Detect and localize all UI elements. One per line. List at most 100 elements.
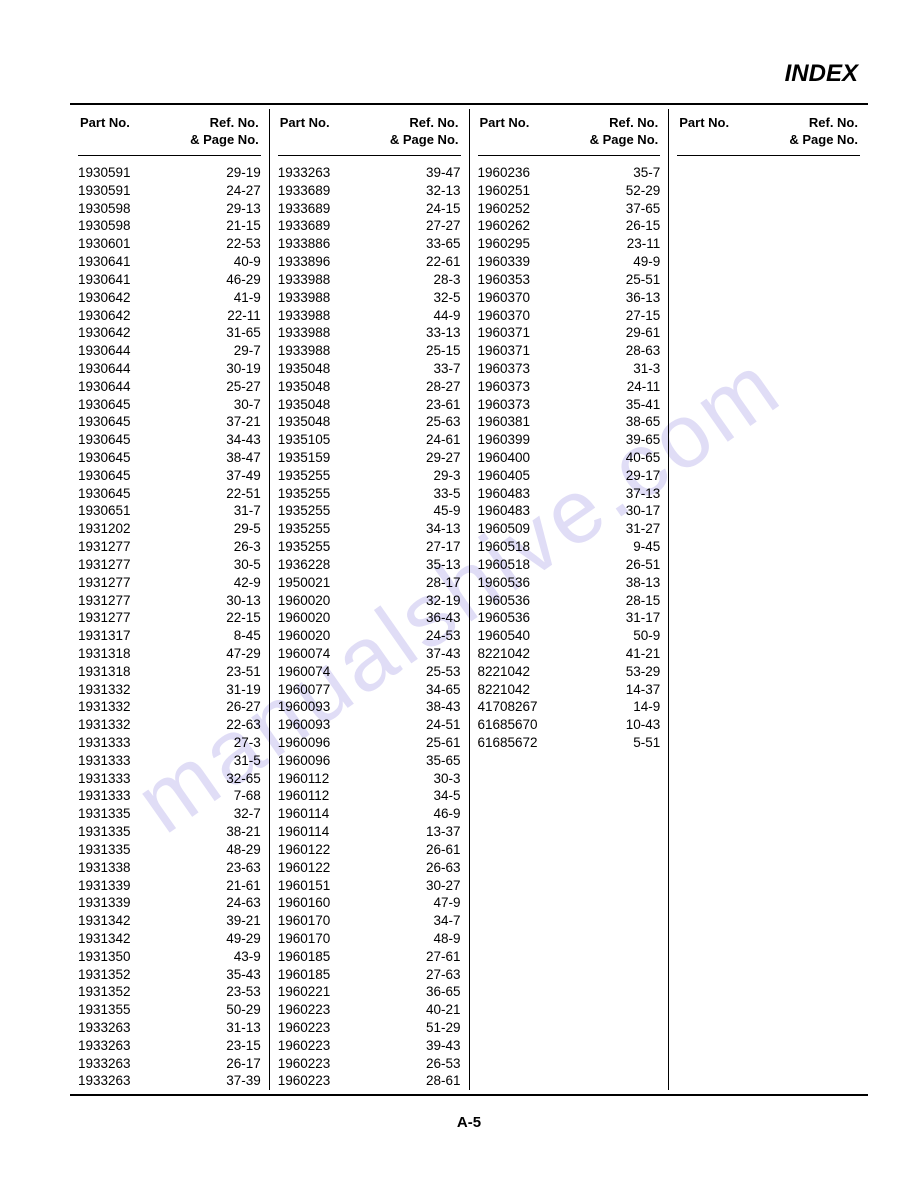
part-number: 1960295 (478, 235, 531, 253)
table-row: 616856725-51 (478, 734, 661, 752)
table-row: 193368924-15 (278, 200, 461, 218)
part-number: 1930642 (78, 324, 131, 342)
table-row: 1960536 38-13 (478, 574, 661, 592)
table-row: 196011234-5 (278, 787, 461, 805)
table-row: 19313178-45 (78, 627, 261, 645)
table-row: 196023635-7 (478, 164, 661, 182)
ref-page: 46-9 (433, 805, 460, 823)
table-row: 196051826-51 (478, 556, 661, 574)
ref-page: 27-63 (426, 966, 461, 984)
table-row: 196025237-65 (478, 200, 661, 218)
part-number: 1960536 (478, 574, 531, 592)
ref-page: 5-51 (633, 734, 660, 752)
part-number: 1935048 (278, 360, 331, 378)
table-row: 1960373 24-11 (478, 378, 661, 396)
header-part: Part No. (679, 115, 729, 130)
table-row: 196040529-17 (478, 467, 661, 485)
ref-page: 29-7 (234, 342, 261, 360)
ref-page: 31-19 (226, 681, 261, 699)
table-row: 196018527-61 (278, 948, 461, 966)
header-part: Part No. (80, 115, 130, 130)
ref-page: 24-11 (627, 378, 661, 396)
table-row: 193127742-9 (78, 574, 261, 592)
table-row: 196007437-43 (278, 645, 461, 663)
part-number: 1931339 (78, 894, 131, 912)
part-number: 1933988 (278, 289, 331, 307)
part-number: 1931333 (78, 787, 131, 805)
table-row: 196053631-17 (478, 609, 661, 627)
ref-page: 30-5 (234, 556, 261, 574)
part-number: 1960518 (478, 556, 531, 574)
ref-page: 22-15 (226, 609, 261, 627)
table-row: 196037128-63 (478, 342, 661, 360)
table-row: 193064140-9 (78, 253, 261, 271)
part-number: 1960536 (478, 609, 531, 627)
ref-page: 34-43 (226, 431, 261, 449)
part-number: 1933263 (78, 1072, 131, 1090)
part-number: 1960536 (478, 592, 531, 610)
part-number: 1960223 (278, 1072, 331, 1090)
ref-page: 31-13 (226, 1019, 261, 1037)
part-number: 1960160 (278, 894, 331, 912)
ref-page: 37-13 (626, 485, 661, 503)
part-number: 1960540 (478, 627, 531, 645)
part-number: 1931277 (78, 609, 131, 627)
table-row: 193064429-7 (78, 342, 261, 360)
header-ref: Ref. No. (210, 115, 259, 130)
table-row: 196037129-61 (478, 324, 661, 342)
table-row: 193127726-3 (78, 538, 261, 556)
table-row: 193059829-13 (78, 200, 261, 218)
part-number: 1930642 (78, 289, 131, 307)
ref-page: 25-27 (226, 378, 261, 396)
table-row: 193064146-29 (78, 271, 261, 289)
table-row: 193059124-27 (78, 182, 261, 200)
ref-page: 26-3 (234, 538, 261, 556)
part-number: 1931332 (78, 681, 131, 699)
part-number: 1935105 (278, 431, 331, 449)
ref-page: 13-37 (426, 823, 461, 841)
header-page: & Page No. (190, 132, 259, 147)
table-row: 193133332-65 (78, 770, 261, 788)
ref-page: 25-51 (626, 271, 661, 289)
table-row: 193504823-61 (278, 396, 461, 414)
table-row: 193398833-13 (278, 324, 461, 342)
index-column: Part No.Ref. No.& Page No.193326339-4719… (270, 109, 470, 1090)
table-row: 193064522-51 (78, 485, 261, 503)
part-number: 1931355 (78, 1001, 131, 1019)
part-number: 1933988 (278, 342, 331, 360)
column-header: Part No.Ref. No.& Page No. (677, 109, 860, 156)
part-number: 1931338 (78, 859, 131, 877)
part-number: 1935255 (278, 520, 331, 538)
ref-page: 29-27 (426, 449, 461, 467)
ref-page: 38-47 (226, 449, 261, 467)
part-number: 1960251 (478, 182, 531, 200)
part-number: 1960223 (278, 1037, 331, 1055)
ref-page: 36-13 (626, 289, 661, 307)
part-number: 1931335 (78, 823, 131, 841)
part-number: 1930641 (78, 271, 131, 289)
table-row: 193326323-15 (78, 1037, 261, 1055)
part-number: 61685670 (478, 716, 538, 734)
part-number: 1930644 (78, 360, 131, 378)
page-number: A-5 (70, 1114, 868, 1131)
part-number: 1931335 (78, 805, 131, 823)
table-row: 193368932-13 (278, 182, 461, 200)
ref-page: 28-27 (426, 378, 461, 396)
ref-page: 39-43 (426, 1037, 461, 1055)
table-row: 193133548-29 (78, 841, 261, 859)
ref-page: 38-13 (626, 574, 661, 592)
table-row: 193326337-39 (78, 1072, 261, 1090)
part-number: 8221042 (478, 681, 531, 699)
part-number: 1933263 (78, 1055, 131, 1073)
ref-page: 22-51 (226, 485, 261, 503)
ref-page: 35-65 (426, 752, 461, 770)
part-number: 1960373 (478, 378, 531, 396)
table-row: 193064534-43 (78, 431, 261, 449)
part-number: 1960252 (478, 200, 531, 218)
ref-page: 24-63 (226, 894, 261, 912)
index-column: Part No.Ref. No.& Page No.196023635-7196… (470, 109, 670, 1090)
part-number: 1933689 (278, 200, 331, 218)
data-rows: 196023635-7196025152-29196025237-6519602… (478, 164, 661, 752)
part-number: 1960020 (278, 609, 331, 627)
ref-page: 32-5 (433, 289, 460, 307)
